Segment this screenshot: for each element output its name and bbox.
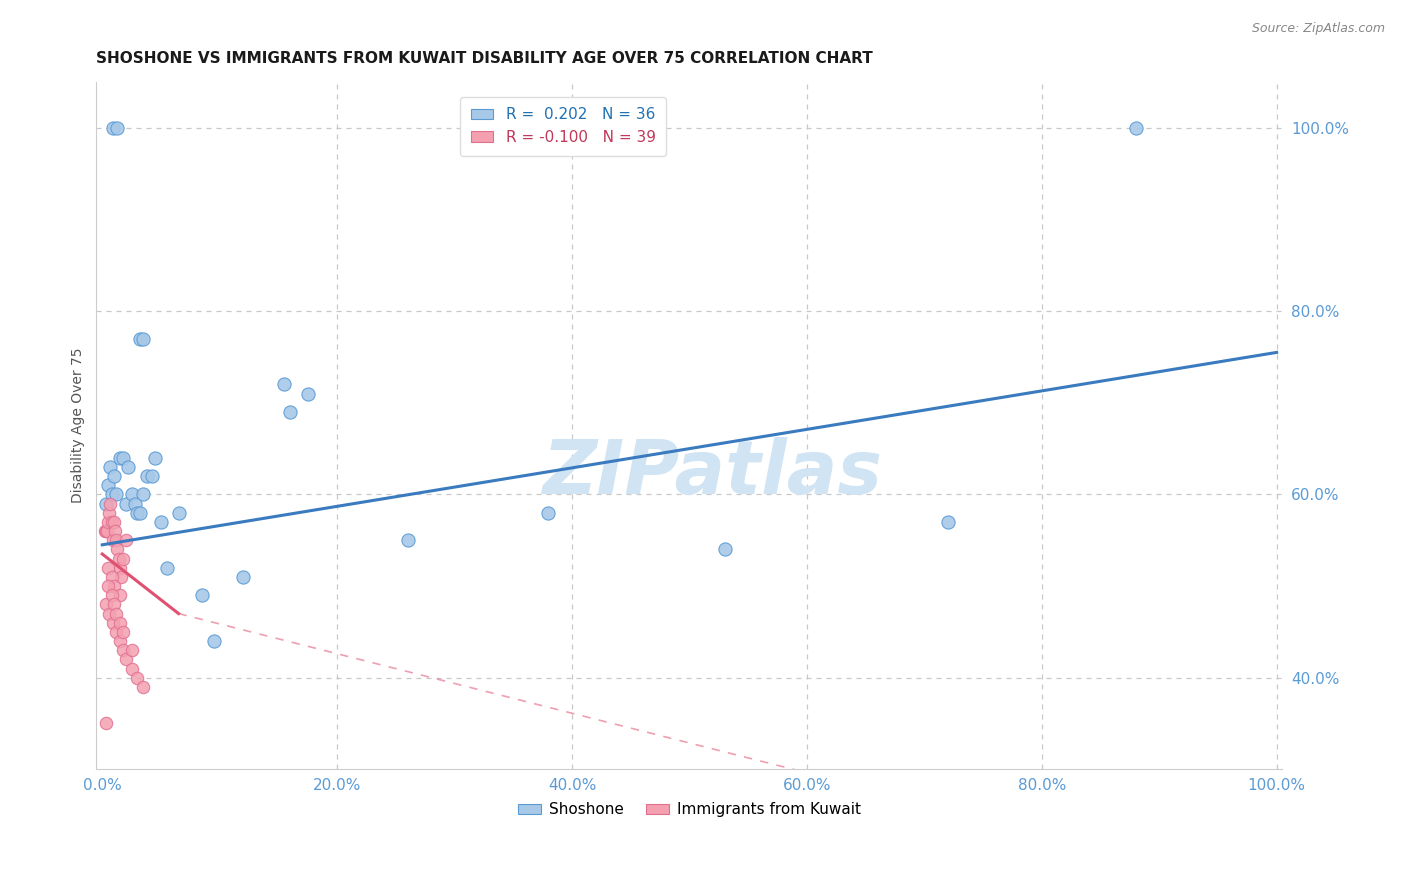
Point (104, 524, 127, 538)
Point (97, 478, 120, 492)
Point (100, 570, 122, 584)
Point (96, 524, 118, 538)
Point (108, 615, 131, 630)
Point (936, 515, 959, 529)
Point (97, 515, 120, 529)
Point (103, 579, 125, 593)
Point (107, 542, 129, 557)
Point (105, 487, 128, 501)
Point (108, 450, 131, 465)
Point (107, 120, 129, 135)
Point (537, 506, 560, 520)
Point (112, 624, 135, 639)
Point (107, 551, 129, 566)
Point (94, 524, 117, 538)
Point (132, 332, 155, 346)
Point (141, 469, 163, 483)
Point (93, 524, 115, 538)
Point (128, 506, 150, 520)
Point (121, 661, 143, 675)
Point (121, 643, 143, 657)
Point (135, 469, 157, 483)
Point (149, 515, 172, 529)
Point (100, 487, 122, 501)
Point (127, 671, 149, 685)
Legend: Shoshone, Immigrants from Kuwait: Shoshone, Immigrants from Kuwait (512, 797, 868, 823)
Point (94, 497, 117, 511)
Point (132, 680, 155, 694)
Point (132, 487, 155, 501)
Point (114, 497, 136, 511)
Text: ZIPatlas: ZIPatlas (543, 437, 883, 510)
Point (1125, 120, 1147, 135)
Point (114, 533, 136, 548)
Point (108, 560, 131, 574)
Point (100, 459, 122, 474)
Point (98, 506, 121, 520)
Point (297, 386, 319, 401)
Point (191, 588, 214, 602)
Point (108, 634, 131, 648)
Y-axis label: Disability Age Over 75: Disability Age Over 75 (72, 348, 86, 503)
Point (117, 459, 139, 474)
Point (94, 716, 117, 731)
Point (103, 469, 125, 483)
Point (114, 652, 136, 666)
Point (396, 533, 419, 548)
Text: Source: ZipAtlas.com: Source: ZipAtlas.com (1251, 22, 1385, 36)
Point (121, 487, 143, 501)
Point (105, 607, 128, 621)
Point (101, 533, 124, 548)
Point (278, 405, 301, 419)
Point (101, 120, 124, 135)
Point (105, 624, 128, 639)
Point (128, 332, 150, 346)
Point (108, 588, 131, 602)
Point (94, 598, 117, 612)
Point (103, 515, 125, 529)
Point (143, 450, 166, 465)
Point (127, 506, 149, 520)
Point (713, 542, 735, 557)
Point (105, 533, 128, 548)
Point (112, 450, 135, 465)
Point (156, 560, 179, 574)
Point (98, 607, 121, 621)
Point (110, 570, 132, 584)
Point (273, 377, 295, 392)
Point (100, 497, 122, 511)
Point (124, 497, 146, 511)
Point (101, 615, 124, 630)
Point (202, 634, 225, 648)
Text: SHOSHONE VS IMMIGRANTS FROM KUWAIT DISABILITY AGE OVER 75 CORRELATION CHART: SHOSHONE VS IMMIGRANTS FROM KUWAIT DISAB… (97, 51, 873, 66)
Point (232, 570, 254, 584)
Point (167, 506, 190, 520)
Point (112, 643, 135, 657)
Point (112, 551, 135, 566)
Point (100, 515, 122, 529)
Point (97, 579, 120, 593)
Point (97, 560, 120, 574)
Point (100, 588, 122, 602)
Point (103, 598, 125, 612)
